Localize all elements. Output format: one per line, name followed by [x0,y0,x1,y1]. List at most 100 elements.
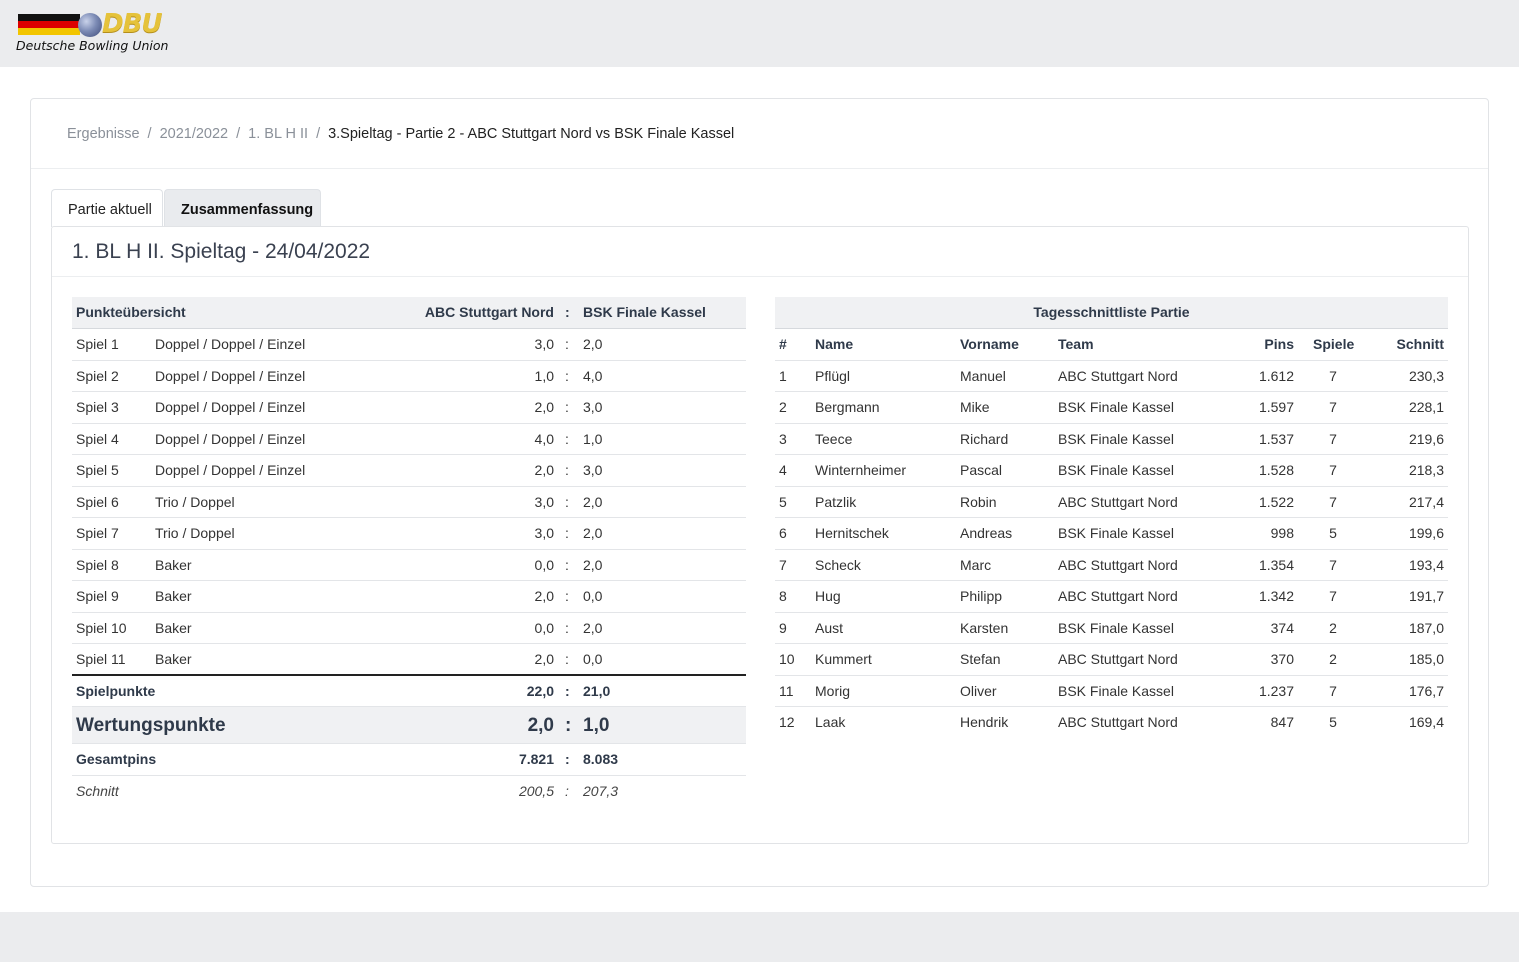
player-vorname: Karsten [960,619,1009,636]
spiel-type: Doppel / Doppel / Einzel [155,336,306,352]
player-team: ABC Stuttgart Nord [1058,651,1178,667]
player-name: Kummert [815,651,872,667]
player-pins: 370 [1270,651,1294,667]
table-row: Spiel 7 Trio / Doppel 3,0:2,0 [72,518,746,550]
table-row: Spiel 2 Doppel / Doppel / Einzel 1,0:4,0 [72,361,746,392]
tab-zusammenfassung[interactable]: Zusammenfassung [164,189,321,227]
score-separator: : [565,430,569,447]
score-separator: : [565,399,569,415]
col-header-name: Name [815,336,854,352]
ranking-title: Tagesschnittliste Partie [1033,304,1190,320]
guest-score: 2,0 [583,619,603,636]
wertungspunkte-home: 2,0 [527,715,554,736]
content-card: Ergebnisse / 2021/2022 / 1. BL H II / 3.Spielt… [30,98,1489,887]
spiel-label: Spiel 10 [76,619,127,636]
player-team: BSK Finale Kassel [1058,525,1174,541]
guest-score: 3,0 [583,462,603,478]
player-name: Scheck [815,556,861,573]
home-score: 3,0 [534,493,554,510]
home-score: 0,0 [534,556,554,573]
table-row: 8 Hug Philipp ABC Stuttgart Nord 1.342 7 191,7 [775,581,1448,613]
table-row: Spiel 5 Doppel / Doppel / Einzel 2,0:3,0 [72,455,746,487]
gesamtpins-row: Gesamtpins 7.821 : 8.083 [72,744,746,776]
wertungspunkte-row: Wertungspunkte 2,0 : 1,0 [72,707,746,744]
wertungspunkte-guest: 1,0 [583,715,610,736]
player-vorname: Robin [960,493,997,510]
guest-score: 2,0 [583,525,603,541]
home-score: 2,0 [534,462,554,478]
table-row: Spiel 4 Doppel / Doppel / Einzel 4,0:1,0 [72,424,746,455]
score-separator: : [565,751,570,767]
breadcrumb-separator: / [147,126,152,142]
player-pins: 1.612 [1258,367,1294,384]
score-separator: : [565,682,570,699]
table-row: 2 Bergmann Mike BSK Finale Kassel 1.597 7 228,… [775,392,1448,424]
player-spiele: 5 [1329,714,1337,730]
rank-number: 1 [779,367,787,384]
schnitt-label: Schnitt [76,782,119,799]
player-vorname: Hendrik [960,714,1009,730]
breadcrumb-link-ergebnisse[interactable]: Ergebnisse [67,126,140,142]
player-vorname: Mike [960,399,990,415]
breadcrumb-current: 3.Spieltag - Partie 2 - ABC Stuttgart No… [328,126,735,142]
rank-number: 6 [779,525,787,541]
table-row: 3 Teece Richard BSK Finale Kassel 1.537 7 219,… [775,424,1448,455]
table-row: 9 Aust Karsten BSK Finale Kassel 374 2 187,0 [775,613,1448,644]
score-separator: : [565,588,569,604]
player-name: Winternheimer [815,462,907,478]
player-schnitt: 185,0 [1408,651,1444,667]
schnitt-home: 200,5 [518,782,554,799]
schnitt-row: Schnitt 200,5 : 207,3 [72,776,746,808]
spiel-type: Doppel / Doppel / Einzel [155,399,306,415]
player-name: Pflügl [815,367,851,384]
header-title: Punkteübersicht [76,304,186,320]
guest-score: 2,0 [583,556,603,573]
logo-subtitle: Deutsche Bowling Union [16,38,169,53]
player-schnitt: 193,4 [1408,556,1444,573]
score-separator: : [565,525,569,541]
spielpunkte-home: 22,0 [526,682,554,699]
spiel-type: Baker [155,651,192,667]
spiel-type: Trio / Doppel [155,493,235,510]
col-header-vorname: Vorname [960,336,1019,352]
breadcrumb-separator: / [236,126,241,142]
score-separator: : [565,367,569,384]
top-bar: DBU Deutsche Bowling Union [0,0,1519,67]
tab-partie-aktuell[interactable]: Partie aktuell [51,189,163,227]
breadcrumb-link-season[interactable]: 2021/2022 [159,126,229,142]
dbu-logo[interactable]: DBU Deutsche Bowling Union [16,9,176,57]
table-row: 6 Hernitschek Andreas BSK Finale Kassel 998 5… [775,518,1448,550]
rank-number: 7 [779,556,787,573]
breadcrumb-link-league[interactable]: 1. BL H II [248,126,309,142]
player-name: Aust [815,619,844,636]
table-row: 12 Laak Hendrik ABC Stuttgart Nord 847 5 169,4 [775,707,1448,739]
breadcrumb-separator: / [316,126,321,142]
score-separator: : [565,462,569,478]
table-row: 7 Scheck Marc ABC Stuttgart Nord 1.354 7 193,4 [775,550,1448,581]
spiel-type: Baker [155,588,192,604]
schnitt-guest: 207,3 [583,782,619,799]
home-score: 1,0 [534,367,554,384]
rank-number: 5 [779,493,787,510]
player-spiele: 5 [1329,525,1337,541]
spielpunkte-guest: 21,0 [583,682,611,699]
player-team: BSK Finale Kassel [1058,462,1174,478]
rank-number: 2 [779,399,787,415]
guest-score: 2,0 [583,336,603,352]
player-vorname: Richard [960,430,1009,447]
score-separator: : [565,619,569,636]
col-header-team: Team [1058,336,1094,352]
rank-number: 9 [779,619,787,636]
spiel-label: Spiel 5 [76,462,119,478]
player-pins: 1.597 [1258,399,1294,415]
score-separator: : [565,715,572,736]
player-vorname: Andreas [960,525,1013,541]
player-schnitt: 191,7 [1408,588,1444,604]
gesamtpins-label: Gesamtpins [76,751,157,767]
gesamtpins-home: 7.821 [518,751,554,767]
player-name: Morig [815,682,851,699]
main-content: Ergebnisse / 2021/2022 / 1. BL H II / 3.Spielt… [0,67,1519,912]
guest-score: 0,0 [583,651,603,667]
player-schnitt: 187,0 [1408,619,1444,636]
table-row: Spiel 11 Baker 2,0:0,0 [72,644,746,676]
